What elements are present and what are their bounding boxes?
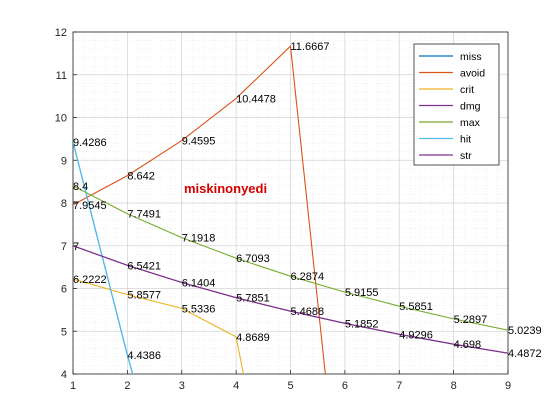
series-line-max [73, 185, 508, 331]
data-label-max: 6.7093 [236, 253, 270, 265]
x-tick-label: 2 [124, 380, 130, 392]
data-label-crit: 4.8689 [236, 332, 270, 344]
x-tick-label: 9 [505, 380, 511, 392]
x-tick-label: 5 [287, 380, 293, 392]
y-tick-label: 9 [61, 155, 67, 167]
legend: miss avoid crit dmg max hit str [413, 43, 500, 166]
data-label-max: 8.4 [73, 181, 88, 193]
y-tick-label: 4 [61, 369, 67, 381]
legend-label-max: max [460, 117, 481, 129]
y-tick-label: 7 [61, 241, 67, 253]
legend-box [413, 43, 500, 166]
legend-label-str: str [460, 150, 472, 162]
x-tick-label: 3 [179, 380, 185, 392]
data-label-dmg: 5.4688 [291, 306, 325, 318]
series-line-avoid [73, 45, 326, 374]
data-labels: 9.4286 4.4386 7.9545 8.642 9.4595 10.4478 11.6… [73, 41, 542, 362]
data-label-max: 6.2874 [291, 271, 325, 283]
data-label-avoid: 7.9545 [73, 200, 107, 212]
data-label-max: 5.0239 [508, 325, 542, 337]
series-line-str [73, 245, 508, 354]
data-label-max: 7.1918 [182, 233, 216, 245]
data-label-dmg: 4.698 [454, 339, 482, 351]
data-label-miss: 9.4286 [73, 137, 107, 149]
data-label-dmg: 5.7851 [236, 293, 270, 305]
legend-label-hit: hit [460, 134, 471, 146]
data-label-avoid: 8.642 [127, 171, 155, 183]
data-label-max: 5.2897 [454, 314, 488, 326]
x-tick-label: 7 [396, 380, 402, 392]
x-tick-label: 6 [342, 380, 348, 392]
legend-label-crit: crit [460, 84, 474, 96]
y-tick-label: 11 [56, 70, 67, 82]
x-tick-label: 1 [70, 380, 76, 392]
y-tick-label: 5 [61, 326, 67, 338]
data-label-max: 7.7491 [127, 209, 161, 221]
legend-label-avoid: avoid [460, 68, 485, 80]
data-label-dmg: 7 [73, 241, 79, 253]
series-line-crit [73, 278, 245, 374]
data-label-dmg: 6.1404 [182, 277, 216, 289]
y-tick-label: 10 [55, 113, 67, 125]
data-label-max: 5.9155 [345, 287, 379, 299]
x-tick-label: 8 [451, 380, 457, 392]
y-tick-label: 8 [61, 198, 67, 210]
data-label-dmg: 4.4872 [508, 348, 542, 360]
watermark-text: miskinonyedi [184, 181, 267, 196]
data-label-crit: 6.2222 [73, 274, 107, 286]
data-label-dmg: 5.1852 [345, 318, 379, 330]
data-label-avoid: 11.6667 [291, 41, 330, 53]
data-label-max: 5.5851 [399, 301, 433, 313]
data-label-dmg: 6.5421 [127, 260, 161, 272]
data-label-avoid: 10.4478 [236, 93, 276, 105]
legend-label-dmg: dmg [460, 101, 481, 113]
y-tick-label: 12 [55, 27, 67, 39]
series-lines [73, 45, 508, 374]
y-tick-label: 6 [61, 284, 67, 296]
legend-label-miss: miss [460, 51, 482, 63]
x-tick-label: 4 [233, 380, 239, 392]
data-label-crit: 5.8577 [127, 290, 161, 302]
series-line-hit [73, 141, 134, 374]
data-label-avoid: 9.4595 [182, 136, 216, 148]
data-label-miss: 4.4386 [127, 350, 161, 362]
data-label-dmg: 4.9296 [399, 329, 433, 341]
data-label-crit: 5.5336 [182, 303, 216, 315]
